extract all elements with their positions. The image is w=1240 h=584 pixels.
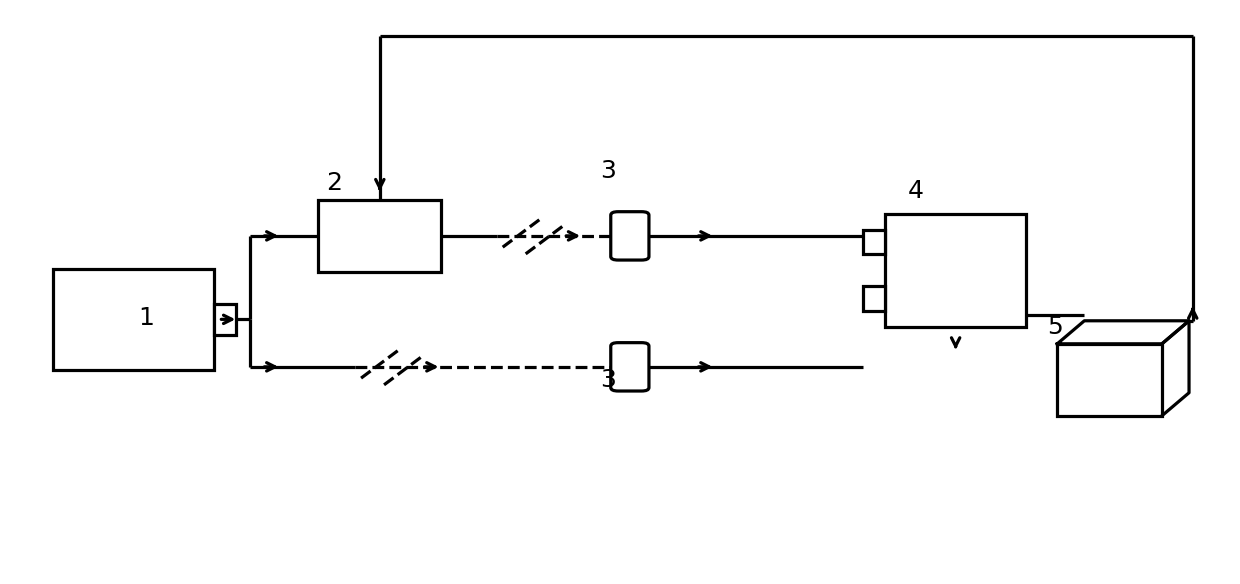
Bar bbox=[885, 214, 1027, 326]
Bar bbox=[863, 286, 885, 311]
Bar bbox=[1058, 344, 1162, 416]
Text: 3: 3 bbox=[600, 367, 615, 391]
FancyBboxPatch shape bbox=[611, 211, 649, 260]
Text: 4: 4 bbox=[908, 179, 924, 203]
Text: 2: 2 bbox=[326, 171, 342, 194]
Bar bbox=[319, 200, 441, 272]
Text: 1: 1 bbox=[138, 306, 154, 330]
Bar bbox=[863, 230, 885, 255]
Bar bbox=[213, 304, 236, 335]
Text: 5: 5 bbox=[1047, 315, 1063, 339]
FancyBboxPatch shape bbox=[611, 343, 649, 391]
Bar bbox=[53, 269, 213, 370]
Text: 3: 3 bbox=[600, 159, 615, 183]
